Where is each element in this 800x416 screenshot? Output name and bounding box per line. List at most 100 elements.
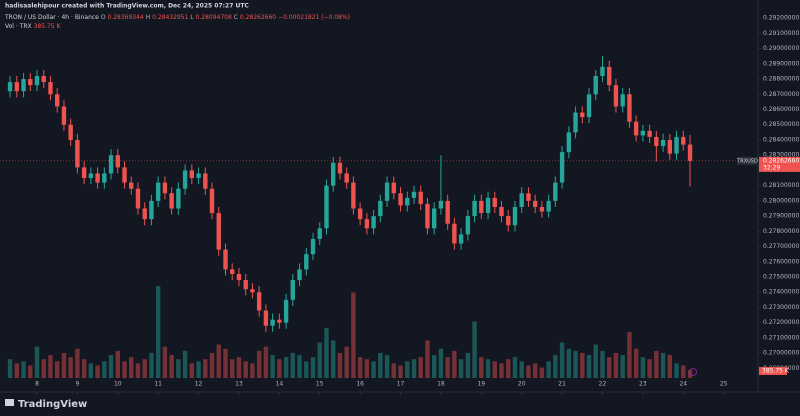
candle-body — [371, 216, 376, 229]
candle-body — [458, 234, 464, 244]
volume-layer — [7, 286, 693, 378]
candle-body — [573, 112, 578, 133]
legend-key: H — [146, 14, 151, 21]
volume-bar — [304, 361, 309, 378]
candle-body — [331, 162, 336, 186]
candle-body — [149, 200, 154, 220]
x-tick-label: 19 — [477, 381, 485, 388]
candle-body — [189, 170, 195, 179]
countdown: 32:29 — [763, 164, 780, 171]
candle-body — [580, 112, 585, 118]
volume-bar — [88, 363, 94, 378]
volume-last: 385.75 K — [34, 23, 62, 30]
volume-bar — [640, 357, 646, 378]
x-tick-label: 14 — [276, 381, 284, 388]
volume-bar — [458, 359, 464, 378]
volume-bar — [600, 350, 605, 378]
volume-bar — [512, 357, 518, 378]
candle-body — [674, 136, 679, 154]
candle-body — [48, 82, 53, 95]
volume-bar — [559, 342, 565, 378]
candle-body — [452, 223, 457, 244]
legend-value: 0.28369344 — [107, 14, 143, 21]
volume-bar — [14, 363, 19, 378]
candle-body — [122, 167, 127, 183]
candle-body — [532, 200, 538, 207]
candle-body — [250, 289, 255, 293]
candle-body — [230, 269, 235, 274]
volume-bar — [506, 359, 511, 378]
candle-body — [34, 75, 40, 86]
y-tick-label: 0.29000000 — [763, 45, 799, 52]
volume-bar — [681, 365, 686, 378]
volume-bar — [41, 359, 46, 378]
candle-body — [243, 280, 248, 290]
volume-bar — [243, 361, 248, 378]
candle-body — [405, 197, 410, 206]
volume-bar — [532, 363, 538, 378]
logo-icon — [5, 399, 14, 406]
candle-body — [539, 206, 545, 212]
candle-body — [297, 269, 302, 281]
volume-bar — [384, 355, 390, 378]
candle-body — [627, 94, 632, 122]
candle-body — [216, 213, 221, 250]
candle-body — [162, 182, 168, 194]
candle-body — [479, 200, 484, 214]
volume-bar — [398, 365, 403, 378]
candle-body — [445, 200, 450, 224]
x-tick-label: 10 — [114, 381, 122, 388]
candle-body — [142, 208, 147, 220]
volume-bar — [391, 363, 396, 378]
candle-body — [310, 238, 316, 255]
last-price-label: 0.28262660 — [763, 157, 799, 164]
candle-body — [196, 173, 201, 179]
y-tick-label: 0.28700000 — [763, 91, 799, 98]
candle-body — [499, 206, 504, 217]
symbol-tag-box — [737, 156, 758, 165]
candle-body — [129, 182, 134, 189]
candle-body — [75, 139, 80, 168]
y-tick-label: 0.27400000 — [763, 289, 799, 296]
candle-body — [324, 185, 329, 229]
x-tick-label: 20 — [518, 381, 526, 388]
volume-bar — [155, 286, 161, 378]
y-tick-label: 0.29100000 — [763, 30, 799, 37]
candle-body — [431, 208, 437, 229]
volume-bar — [566, 348, 572, 378]
volume-bar — [593, 344, 598, 378]
volume-bar — [223, 348, 228, 378]
volume-bar — [169, 355, 174, 378]
candle-body — [88, 173, 94, 179]
candle-body — [586, 94, 592, 118]
y-tick-label: 0.28500000 — [763, 121, 799, 128]
volume-bar — [277, 359, 282, 378]
candle-body — [667, 139, 673, 154]
x-tick-label: 22 — [599, 381, 607, 388]
volume-bar — [115, 350, 120, 378]
y-tick-label: 0.28400000 — [763, 136, 799, 143]
volume-bar — [465, 352, 471, 378]
volume-bar — [182, 350, 188, 378]
candle-body — [263, 310, 269, 326]
y-tick-label: 0.28000000 — [763, 197, 799, 204]
candle-body — [660, 139, 666, 147]
volume-bar — [48, 355, 53, 378]
volume-bar — [216, 344, 221, 378]
y-tick-label: 0.27000000 — [763, 350, 799, 357]
candle-body — [438, 200, 444, 209]
candle-body — [337, 162, 343, 174]
x-tick-label: 18 — [437, 381, 445, 388]
volume-bar — [438, 348, 444, 378]
volume-bar — [364, 359, 370, 378]
candle-body — [351, 182, 356, 209]
volume-bar — [75, 348, 80, 378]
volume-bar — [633, 348, 639, 378]
candle-body — [384, 182, 390, 201]
candle-body — [28, 79, 33, 86]
volume-bar — [492, 361, 497, 378]
volume-bar — [425, 340, 430, 378]
y-tick-label: 0.28600000 — [763, 106, 799, 113]
candle-body — [647, 130, 652, 137]
